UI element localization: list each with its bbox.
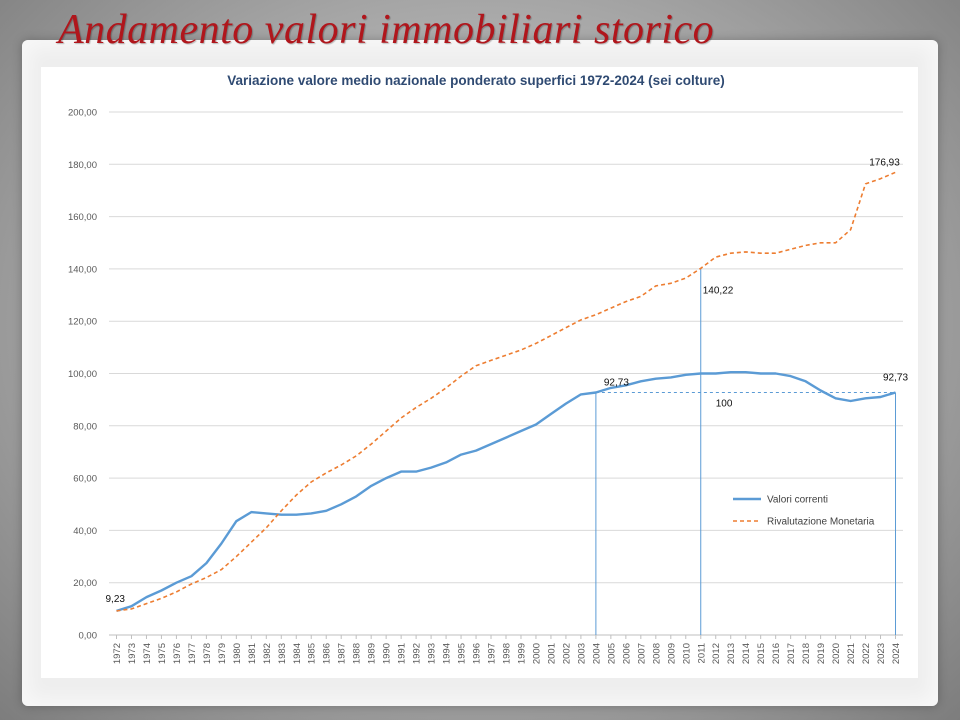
x-tick-label: 2011 xyxy=(696,643,707,663)
vertical-markers xyxy=(595,268,897,635)
x-tick-label: 2015 xyxy=(756,643,767,664)
x-tick-label: 2000 xyxy=(531,643,542,664)
y-axis-ticks: 0,00 20,00 40,00 60,00 80,00 100,00 120,00 140,… xyxy=(68,108,97,642)
y-tick-label: 120,00 xyxy=(68,317,97,328)
x-tick-label: 1989 xyxy=(367,643,378,664)
data-label: 92,73 xyxy=(604,378,629,389)
x-tick-label: 1994 xyxy=(442,643,453,664)
x-tick-label: 2013 xyxy=(726,643,737,664)
x-tick-label: 2017 xyxy=(786,643,797,664)
x-tick-label: 2010 xyxy=(681,643,692,664)
x-tick-label: 1979 xyxy=(217,643,228,664)
x-tick-label: 2003 xyxy=(576,643,587,664)
x-tick-label: 1977 xyxy=(187,643,198,664)
x-tick-label: 1987 xyxy=(337,643,348,664)
data-label: 140,22 xyxy=(703,285,734,296)
x-tick-label: 1998 xyxy=(502,643,513,664)
y-tick-label: 200,00 xyxy=(68,108,97,119)
x-tick-label: 2021 xyxy=(846,643,857,664)
x-tick-label: 2016 xyxy=(771,643,782,664)
y-tick-label: 160,00 xyxy=(68,212,97,223)
y-tick-label: 60,00 xyxy=(73,474,97,485)
legend-label: Valori correnti xyxy=(767,495,828,506)
y-tick-label: 0,00 xyxy=(79,631,98,642)
x-tick-label: 1982 xyxy=(262,643,273,664)
x-tick-label: 2001 xyxy=(546,643,557,664)
line-chart: Variazione valore medio nazionale ponder… xyxy=(68,73,909,664)
x-tick-label: 2019 xyxy=(816,643,827,664)
x-tick-label: 1985 xyxy=(307,643,318,664)
x-tick-label: 1996 xyxy=(472,643,483,664)
x-tick-label: 1981 xyxy=(247,643,258,664)
x-tick-label: 1980 xyxy=(232,643,243,664)
series-correnti-line xyxy=(116,371,896,613)
x-tick-label: 1995 xyxy=(457,643,468,664)
x-tick-label: 1986 xyxy=(322,643,333,664)
x-tick-label: 1992 xyxy=(412,643,423,664)
x-tick-label: 1984 xyxy=(292,643,303,664)
y-tick-label: 180,00 xyxy=(68,160,97,171)
x-tick-label: 2008 xyxy=(651,643,662,664)
series-lines xyxy=(116,171,896,613)
x-tick-label: 1990 xyxy=(382,643,393,664)
y-tick-label: 40,00 xyxy=(73,526,97,537)
y-tick-label: 140,00 xyxy=(68,264,97,275)
x-tick-label: 1973 xyxy=(127,643,138,664)
x-tick-label: 2007 xyxy=(636,643,647,664)
x-tick-label: 1997 xyxy=(487,643,498,664)
x-tick-label: 2009 xyxy=(666,643,677,664)
data-label: 100 xyxy=(716,399,733,410)
x-tick-label: 2006 xyxy=(621,643,632,664)
x-tick-label: 2022 xyxy=(861,643,872,664)
y-tick-label: 100,00 xyxy=(68,369,97,380)
chart-title: Variazione valore medio nazionale ponder… xyxy=(227,73,724,88)
x-tick-label: 2012 xyxy=(711,643,722,664)
x-tick-label: 2024 xyxy=(891,643,902,664)
x-tick-label: 2002 xyxy=(561,643,572,664)
legend-label: Rivalutazione Monetaria xyxy=(767,517,875,528)
x-tick-label: 2020 xyxy=(831,643,842,664)
x-tick-label: 1988 xyxy=(352,643,363,664)
x-tick-label: 2004 xyxy=(591,643,602,664)
data-label: 176,93 xyxy=(869,157,900,168)
legend: Valori correnti Rivalutazione Monetaria xyxy=(733,495,875,528)
x-tick-label: 1991 xyxy=(397,643,408,664)
x-tick-label: 1976 xyxy=(172,643,183,664)
gridlines xyxy=(109,111,903,636)
series-rivalutazione-line xyxy=(116,171,896,612)
data-annotations: 9,23 92,73 140,22 100 92,73 176,93 xyxy=(105,157,908,605)
slide-title: Andamento valori immobiliari storico xyxy=(58,7,715,53)
x-tick-label: 1972 xyxy=(112,643,123,664)
data-label: 9,23 xyxy=(105,594,125,605)
x-tick-label: 1975 xyxy=(157,643,168,664)
y-tick-label: 20,00 xyxy=(73,578,97,589)
data-label: 92,73 xyxy=(883,373,908,384)
x-tick-label: 1993 xyxy=(427,643,438,664)
x-tick-label: 1983 xyxy=(277,643,288,664)
x-tick-label: 2018 xyxy=(801,643,812,664)
x-tick-label: 1974 xyxy=(142,643,153,664)
x-tick-label: 2014 xyxy=(741,643,752,664)
x-tick-label: 1999 xyxy=(516,643,527,664)
y-tick-label: 80,00 xyxy=(73,421,97,432)
x-tick-label: 2023 xyxy=(876,643,887,664)
x-axis-ticks: 1972 1973 1974 1975 1976 1977 1978 1979 1980 1981… xyxy=(112,635,902,664)
chart-container: Variazione valore medio nazionale ponder… xyxy=(41,67,918,678)
x-tick-label: 2005 xyxy=(606,643,617,664)
x-tick-label: 1978 xyxy=(202,643,213,664)
